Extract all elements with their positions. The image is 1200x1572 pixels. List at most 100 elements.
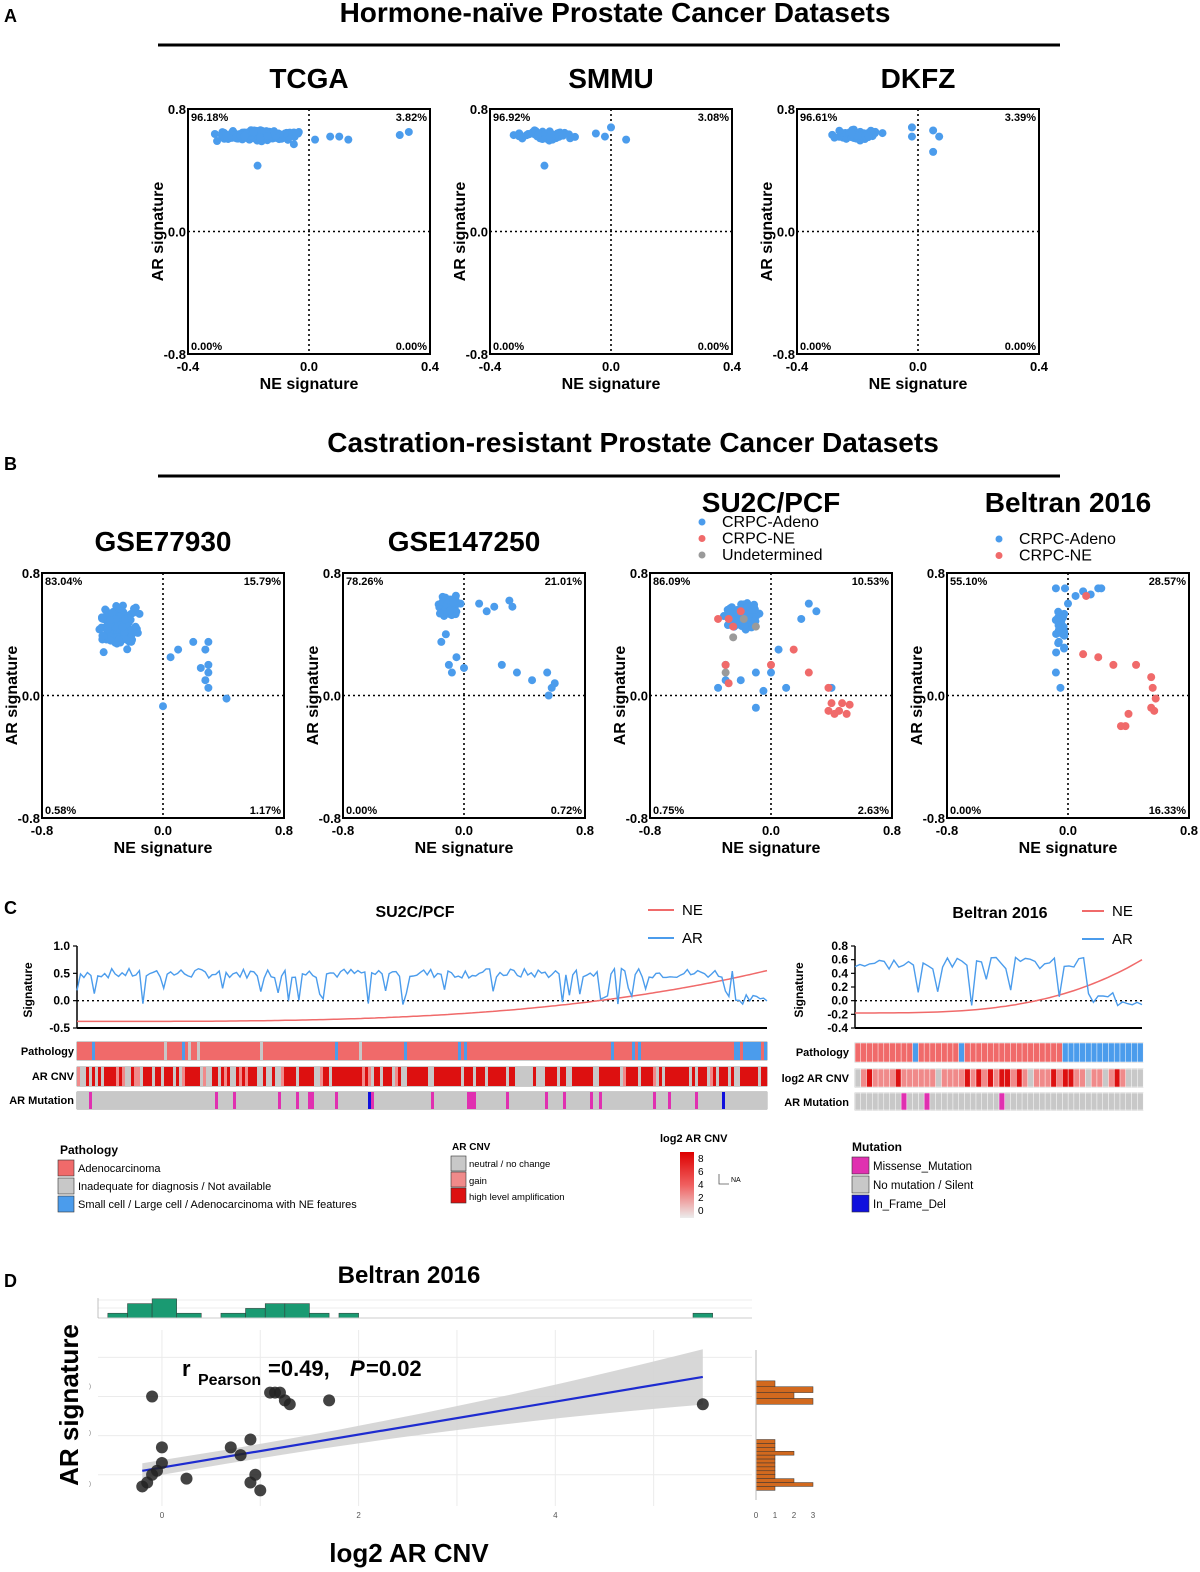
c-left-pathology-cell	[101, 1042, 105, 1060]
c-right-pathology-cell	[889, 1042, 896, 1063]
b-gse77930-xtick: 0.0	[154, 823, 172, 838]
b-gse147250-point	[437, 637, 446, 646]
c-right-cnv-cell	[889, 1068, 896, 1088]
c-left-mutation-cell	[608, 1092, 612, 1109]
c-left-cnv-cell	[497, 1067, 501, 1086]
c-right-cnv-cell	[883, 1068, 891, 1088]
c-left-pathology-cell	[251, 1042, 255, 1060]
c-left-pathology-cell	[344, 1042, 348, 1060]
c-left-mutation-cell	[386, 1092, 390, 1109]
c-left-pathology-cell	[116, 1042, 120, 1060]
c-left-cnv-cell	[410, 1067, 414, 1086]
c-left-cnv-cell	[80, 1067, 84, 1086]
c-left-mutation-cell	[341, 1092, 345, 1109]
b-gse147250-point	[482, 607, 491, 616]
b-gse77930-point	[159, 702, 167, 711]
legend-mutation-item-1: No mutation / Silent	[873, 1180, 974, 1192]
c-left-mutation-cell	[728, 1092, 732, 1109]
c-right-cnv-cell	[906, 1068, 914, 1088]
c-left-mutation-cell	[134, 1092, 138, 1109]
c-right-pathology-cell	[958, 1042, 965, 1063]
c-right-pathology-cell	[1125, 1042, 1132, 1063]
c-left-pathology-cell	[416, 1042, 420, 1060]
c-right-pathology-cell	[912, 1042, 919, 1063]
b-su2c-pcf-title: SU2C/PCF	[702, 487, 840, 518]
c-left-cnv-cell	[593, 1067, 597, 1086]
b-beltran-2016-point-ne	[1082, 591, 1091, 600]
c-left-mutation-cell	[638, 1092, 642, 1109]
c-left-cnv-cell	[299, 1067, 303, 1086]
d-tophist-bar	[107, 1312, 128, 1319]
b-beltran-2016-point-ne	[1109, 660, 1118, 669]
a-dkfz-xlabel: NE signature	[869, 376, 968, 393]
d-tophist-bar	[151, 1298, 177, 1319]
c-left-cnv-cell	[464, 1067, 468, 1086]
d-righthist-bar	[755, 1392, 795, 1399]
c-left-cnv-cell	[638, 1067, 642, 1086]
c-left-cnv-cell	[536, 1067, 540, 1086]
c-left-cnv-cell	[77, 1067, 81, 1086]
c-left-cnv-cell	[314, 1067, 318, 1086]
c-left-cnv-cell	[728, 1067, 732, 1086]
c-left-mutation-cell	[377, 1092, 381, 1109]
b-beltran-2016-point-ne	[1116, 722, 1125, 731]
d-ytick: )	[89, 1384, 91, 1390]
d-righthist-bar	[755, 1482, 814, 1487]
c-left-cnv-cell	[626, 1067, 630, 1086]
b-su2c-pcf-xtick: 0.8	[883, 823, 901, 838]
legend-log2-tick: 0	[698, 1206, 704, 1217]
c-left-mutation-cell	[83, 1092, 87, 1109]
c-right-cnv-cell	[1056, 1068, 1063, 1088]
c-left-cnv-cell	[287, 1067, 291, 1086]
c-left-cnv-cell	[449, 1067, 453, 1086]
b-gse147250-point	[441, 630, 450, 639]
c-left-mutation-cell	[368, 1092, 372, 1109]
d-righthist-bar	[755, 1458, 776, 1464]
c-left-pathology-cell	[107, 1042, 111, 1060]
b-gse147250-xtick: 0.8	[576, 823, 594, 838]
c-left-pathology-cell	[617, 1042, 621, 1060]
c-left-pathology-cell	[359, 1042, 363, 1060]
c-right-cnv-cell	[1010, 1068, 1017, 1088]
c-left-cnv-cell	[686, 1067, 690, 1086]
c-left-mutation-cell	[344, 1092, 348, 1109]
b-beltran-2016-title: Beltran 2016	[985, 487, 1152, 518]
c-left-cnv-cell	[569, 1067, 573, 1086]
d-tophist-bar	[127, 1303, 153, 1319]
b-gse77930-point	[106, 636, 115, 645]
c-left-cnv-cell	[212, 1067, 216, 1086]
c-left-mutation-cell	[293, 1092, 297, 1109]
a-dkfz-q-tl: 96.61%	[800, 112, 838, 124]
c-left-cnv-cell	[608, 1067, 612, 1086]
c-left-mutation-cell	[668, 1092, 672, 1109]
d-tophist-bar	[176, 1312, 202, 1319]
c-left-cnv-cell	[149, 1067, 153, 1086]
a-smmu-point	[515, 132, 524, 141]
c-right-pathology-cell	[981, 1042, 988, 1063]
d-righthist-bar	[755, 1450, 795, 1456]
c-right-mutation-cell	[1090, 1092, 1098, 1111]
c-left-cnv-cell	[692, 1067, 696, 1086]
c-left-mutation-cell	[692, 1092, 696, 1109]
c-left-mutation-cell	[626, 1092, 630, 1109]
c-right-mutation-cell	[998, 1092, 1006, 1111]
a-dkfz-point	[907, 132, 916, 141]
a-smmu-ytick: 0.8	[470, 102, 488, 117]
b-su2c-pcf-legend-swatch	[698, 551, 706, 559]
c-left-pathology-cell	[140, 1042, 144, 1060]
c-left-mutation-cell	[356, 1092, 360, 1109]
b-beltran-2016-legend-label: CRPC-Adeno	[1019, 531, 1116, 548]
c-left-cnv-cell	[317, 1067, 321, 1086]
panel-c: SU2C/PCF Beltran 2016 NE AR NE AR Signat…	[9, 902, 1144, 1218]
a-tcga-xtick: 0.0	[300, 359, 318, 374]
c-left-cnv-cell	[677, 1067, 681, 1086]
b-gse77930-ylabel: AR signature	[4, 646, 21, 746]
panel-d-ylabel: AR signature	[54, 1324, 84, 1486]
b-gse77930-point	[204, 683, 213, 692]
c-left-pathology-cell	[545, 1042, 549, 1060]
c-left-pathology-cell	[554, 1042, 558, 1060]
c-right-pathology-cell	[975, 1042, 983, 1063]
b-gse77930-point	[135, 609, 144, 618]
c-right-pathology-cell	[872, 1042, 879, 1063]
c-left-cnv-cell	[269, 1067, 273, 1086]
